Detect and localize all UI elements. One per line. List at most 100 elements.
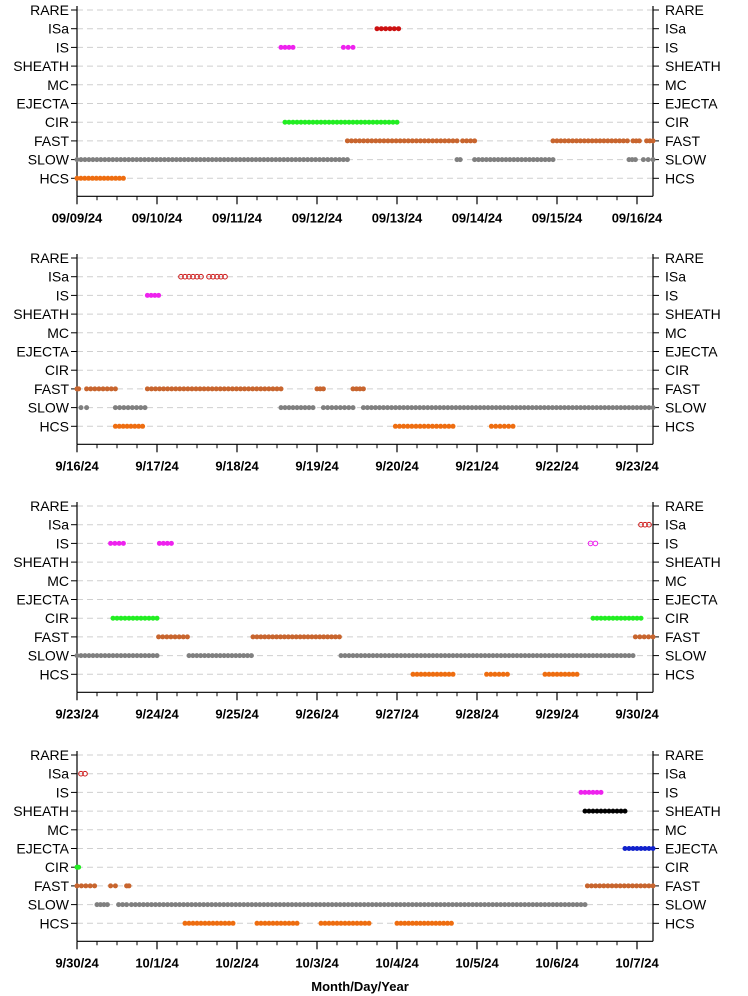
data-point: [305, 902, 311, 908]
segment-is: [340, 44, 356, 50]
data-point: [598, 808, 604, 814]
data-point: [165, 386, 171, 392]
data-point: [245, 902, 251, 908]
data-point: [277, 902, 283, 908]
category-label-right: IS: [665, 287, 678, 303]
category-label-right: EJECTA: [665, 96, 718, 112]
data-point: [566, 405, 572, 411]
data-point: [142, 615, 148, 621]
segment-fast: [74, 883, 98, 889]
data-point: [221, 653, 227, 659]
data-point: [193, 902, 199, 908]
data-point: [350, 44, 356, 50]
data-point: [134, 405, 140, 411]
data-point: [494, 902, 500, 908]
segment-fast: [156, 634, 190, 640]
data-point: [476, 157, 482, 163]
data-point: [504, 671, 510, 677]
data-point: [413, 920, 419, 926]
data-point: [496, 671, 502, 677]
data-point: [450, 423, 456, 429]
category-label-right: EJECTA: [665, 592, 718, 608]
data-point: [585, 138, 591, 144]
data-point: [574, 653, 580, 659]
data-point: [613, 138, 619, 144]
data-point: [164, 540, 170, 546]
data-point: [112, 405, 118, 411]
data-point: [306, 119, 312, 125]
data-point: [189, 157, 195, 163]
data-point: [622, 405, 628, 411]
data-point: [610, 808, 616, 814]
data-point: [425, 423, 431, 429]
x-tick-label: 9/20/24: [375, 458, 419, 473]
x-tick-label: 9/30/24: [615, 706, 659, 721]
data-point: [94, 157, 100, 163]
category-label-right: ISa: [665, 517, 686, 533]
data-point: [378, 119, 384, 125]
data-point: [498, 902, 504, 908]
data-point: [136, 902, 142, 908]
data-point: [152, 902, 158, 908]
data-point: [501, 405, 507, 411]
data-point: [125, 405, 131, 411]
data-point: [126, 883, 132, 889]
category-label-left: EJECTA: [16, 96, 69, 112]
data-point: [152, 386, 158, 392]
data-point: [161, 902, 167, 908]
data-point: [342, 119, 348, 125]
data-point: [586, 653, 592, 659]
data-point: [514, 653, 520, 659]
data-point: [449, 405, 455, 411]
data-point: [470, 902, 476, 908]
x-tick-label: 9/30/24: [55, 955, 99, 970]
data-point: [586, 405, 592, 411]
x-tick-label: 9/24/24: [135, 706, 179, 721]
data-point: [120, 175, 126, 181]
data-point: [269, 157, 275, 163]
data-point: [222, 273, 228, 280]
category-label-right: RARE: [665, 498, 704, 514]
data-point: [640, 157, 646, 163]
data-point: [140, 423, 146, 429]
data-point: [414, 653, 420, 659]
data-point: [361, 902, 367, 908]
data-point: [328, 157, 334, 163]
segment-slow: [94, 902, 110, 908]
segment-slow: [320, 405, 356, 411]
data-point: [430, 653, 436, 659]
data-point: [386, 653, 392, 659]
category-label-left: ISa: [48, 21, 69, 37]
data-point: [290, 44, 296, 50]
category-label-right: EJECTA: [665, 841, 718, 857]
data-point: [197, 157, 203, 163]
data-point: [521, 405, 527, 411]
segment-fast: [74, 386, 82, 392]
data-point: [584, 883, 590, 889]
data-point: [326, 920, 332, 926]
data-point: [218, 273, 224, 280]
category-label-right: MC: [665, 77, 687, 93]
data-point: [464, 138, 470, 144]
data-point: [336, 634, 342, 640]
category-label-right: IS: [665, 39, 678, 55]
x-tick-label: 10/1/24: [135, 955, 179, 970]
data-point: [242, 386, 248, 392]
data-point: [202, 653, 208, 659]
data-point: [190, 273, 196, 280]
data-point: [156, 292, 162, 298]
data-point: [237, 902, 243, 908]
data-point: [634, 615, 640, 621]
segment-isa: [78, 770, 88, 777]
data-point: [421, 920, 427, 926]
data-point: [365, 138, 371, 144]
data-point: [270, 634, 276, 640]
segment-isa: [374, 26, 402, 32]
data-point: [124, 902, 130, 908]
data-point: [566, 902, 572, 908]
data-point: [437, 920, 443, 926]
data-point: [558, 902, 564, 908]
data-point: [78, 405, 84, 411]
data-point: [229, 902, 235, 908]
data-point: [350, 920, 356, 926]
